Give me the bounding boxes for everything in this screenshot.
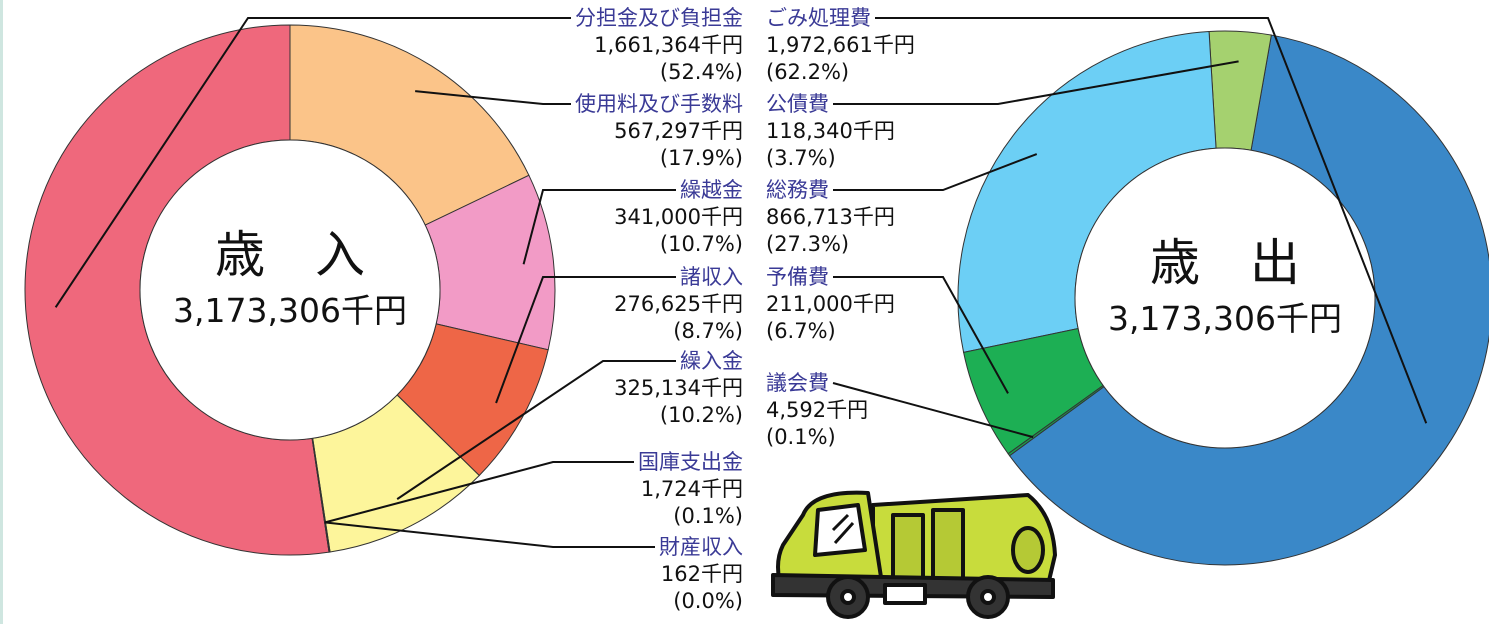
category-label: 総務費 (766, 178, 829, 202)
center-title: 歳 入 (215, 226, 365, 284)
category-label: 諸収入 (680, 265, 743, 289)
percent-label: (0.1%) (673, 504, 743, 528)
category-label: 使用料及び手数料 (575, 92, 743, 116)
donut-hole (140, 140, 440, 440)
percent-label: (17.9%) (660, 146, 743, 170)
category-label: 議会費 (766, 371, 829, 395)
category-label: 繰越金 (680, 178, 743, 202)
value-label: 1,661,364千円 (594, 33, 743, 57)
percent-label: (27.3%) (766, 232, 849, 256)
page: 歳 入 3,173,306千円 分担金及び負担金 1,661,364千円 (52.4%)… (0, 0, 1489, 624)
value-label: 325,134千円 (614, 376, 743, 400)
value-label: 276,625千円 (614, 292, 743, 316)
category-label: 国庫支出金 (638, 450, 743, 474)
percent-label: (52.4%) (660, 60, 743, 84)
value-label: 118,340千円 (766, 119, 895, 143)
category-label: ごみ処理費 (766, 6, 871, 30)
percent-label: (0.0%) (673, 589, 743, 613)
percent-label: (10.2%) (660, 403, 743, 427)
percent-label: (3.7%) (766, 146, 836, 170)
value-label: 341,000千円 (614, 205, 743, 229)
value-label: 866,713千円 (766, 205, 895, 229)
value-label: 1,724千円 (641, 477, 743, 501)
category-label: 予備費 (766, 265, 829, 289)
value-label: 1,972,661千円 (766, 33, 915, 57)
category-label: 公債費 (766, 92, 829, 116)
garbage-truck-illustration (773, 493, 1055, 617)
category-label: 分担金及び負担金 (575, 6, 743, 30)
percent-label: (10.7%) (660, 232, 743, 256)
category-label: 財産収入 (659, 535, 743, 559)
value-label: 567,297千円 (614, 119, 743, 143)
value-label: 4,592千円 (766, 398, 868, 422)
percent-label: (8.7%) (673, 319, 743, 343)
donut-hole (1075, 148, 1375, 448)
chart: 歳 入 3,173,306千円 分担金及び負担金 1,661,364千円 (52.4%)… (3, 0, 1489, 624)
center-title: 歳 出 (1150, 234, 1300, 292)
center-total: 3,173,306千円 (1108, 299, 1342, 338)
percent-label: (62.2%) (766, 60, 849, 84)
percent-label: (0.1%) (766, 425, 836, 449)
category-label: 繰入金 (680, 349, 743, 373)
value-label: 162千円 (661, 562, 743, 586)
value-label: 211,000千円 (766, 292, 895, 316)
center-total: 3,173,306千円 (173, 291, 407, 330)
percent-label: (6.7%) (766, 319, 836, 343)
